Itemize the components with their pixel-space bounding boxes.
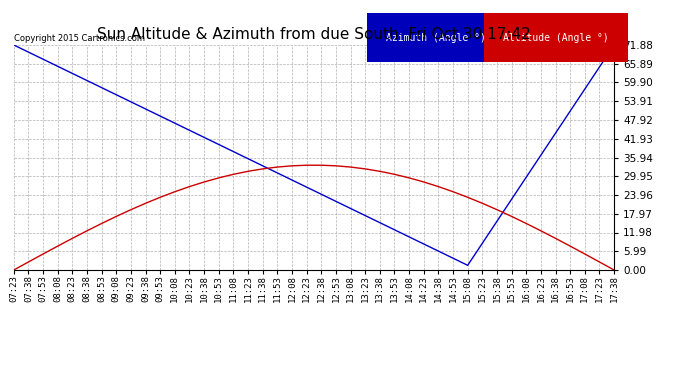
Text: Copyright 2015 Cartronics.com: Copyright 2015 Cartronics.com bbox=[14, 34, 146, 43]
Title: Sun Altitude & Azimuth from due South  Fri Oct 30 17:42: Sun Altitude & Azimuth from due South Fr… bbox=[97, 27, 531, 42]
Text: Azimuth (Angle °): Azimuth (Angle °) bbox=[386, 33, 486, 43]
Text: Altitude (Angle °): Altitude (Angle °) bbox=[503, 33, 609, 43]
